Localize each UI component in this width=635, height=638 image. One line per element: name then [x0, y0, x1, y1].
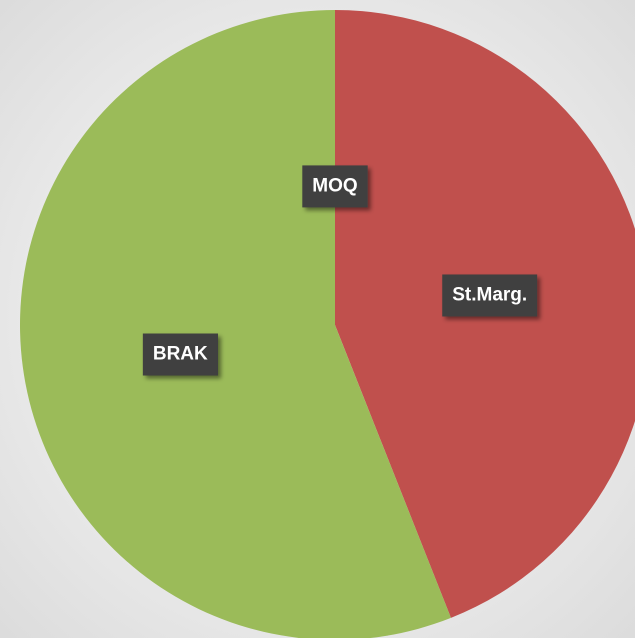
slices: [20, 10, 635, 638]
data-label-box: [442, 274, 538, 317]
labels: MOQ St.Marg. BRAK: [142, 165, 538, 376]
data-label-box: [302, 165, 368, 208]
data-label-box: [142, 333, 219, 376]
data-label: BRAK: [153, 344, 208, 365]
data-label: St.Marg.: [452, 285, 527, 306]
pie-slice: [20, 10, 451, 638]
data-label: MOQ: [312, 175, 357, 196]
